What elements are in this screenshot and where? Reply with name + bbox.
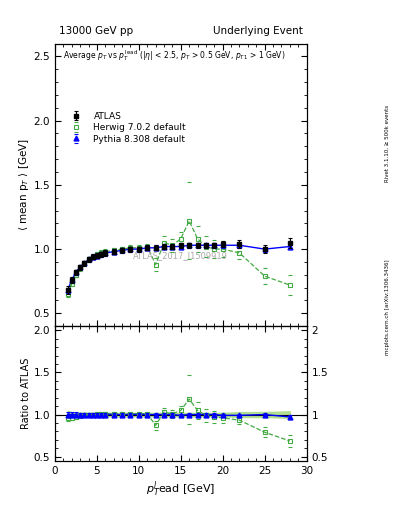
Y-axis label: Ratio to ATLAS: Ratio to ATLAS: [21, 358, 31, 429]
Text: Rivet 3.1.10, ≥ 500k events: Rivet 3.1.10, ≥ 500k events: [385, 105, 389, 182]
Y-axis label: ⟨ mean p$_T$ ⟩ [GeV]: ⟨ mean p$_T$ ⟩ [GeV]: [17, 138, 31, 231]
Text: Average $p_T$ vs $p_T^{\,\mathrm{lead}}$ ($|\eta|$ < 2.5, $p_T$ > 0.5 GeV, $p_{T: Average $p_T$ vs $p_T^{\,\mathrm{lead}}$…: [62, 48, 285, 62]
X-axis label: $p_T^l$ead [GeV]: $p_T^l$ead [GeV]: [146, 480, 215, 499]
Text: 13000 GeV pp: 13000 GeV pp: [59, 26, 133, 36]
Text: Underlying Event: Underlying Event: [213, 26, 303, 36]
Legend: ATLAS, Herwig 7.0.2 default, Pythia 8.308 default: ATLAS, Herwig 7.0.2 default, Pythia 8.30…: [63, 109, 190, 147]
Text: mcplots.cern.ch [arXiv:1306.3436]: mcplots.cern.ch [arXiv:1306.3436]: [385, 260, 389, 355]
Text: ATLAS_2017_I1509919: ATLAS_2017_I1509919: [133, 251, 228, 260]
